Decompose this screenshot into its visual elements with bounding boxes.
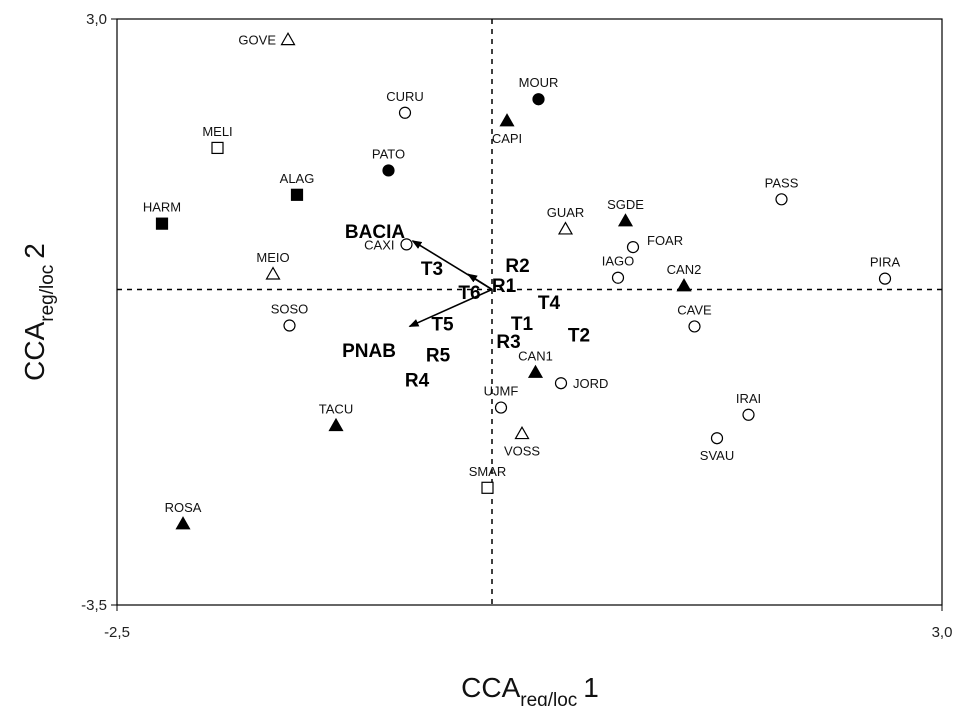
point-capi [499,113,515,127]
factor-label-t1: T1 [511,314,534,335]
site-label-irai: IRAI [736,391,761,406]
site-label-pass: PASS [765,175,799,190]
point-jord [554,377,568,390]
point-sgde [617,213,634,227]
site-points: GOVE CURU MOUR MELI CAPI PATO ALAG HARM PASS GUAR… [143,32,901,530]
site-label-sgde: SGDE [607,197,644,212]
point-meli [211,141,224,155]
site-label-foar: FOAR [647,233,683,248]
site-label-alag: ALAG [280,171,315,186]
point-mour [532,93,545,106]
site-label-pato: PATO [372,146,405,161]
point-rosa [175,516,191,530]
vector-arrow-pnab [408,288,493,328]
point-cave [688,320,701,333]
factor-label-r5: R5 [426,345,451,366]
factor-label-r4: R4 [405,371,430,392]
site-label-jord: JORD [573,376,608,391]
vector-arrows [408,240,493,328]
point-alag [290,188,304,201]
plot-frame [116,18,943,606]
factor-label-t4: T4 [538,293,561,314]
point-gove [280,32,296,46]
point-meio [265,266,281,280]
site-label-meli: MELI [202,124,232,139]
point-voss [514,425,530,440]
site-label-rosa: ROSA [165,500,202,515]
factor-label-t5: T5 [431,315,454,336]
point-can2 [676,278,692,292]
y-axis-title: CCAreg/loc2 [19,243,58,381]
site-label-voss: VOSS [504,444,540,459]
point-curu [398,106,412,119]
point-pass [775,193,788,206]
point-svau [710,432,724,445]
y-tick-label: 3,0 [86,11,107,28]
factor-label-bacia: BACIA [345,222,405,243]
factor-label-r1: R1 [492,276,517,297]
site-label-meio: MEIO [256,250,289,265]
point-iago [611,271,625,284]
factor-label-t6: T6 [458,283,480,304]
factor-label-t3: T3 [421,259,443,280]
site-label-can2: CAN2 [667,262,702,277]
site-label-curu: CURU [386,89,424,104]
y-tick-label: -3,5 [81,597,107,614]
site-label-caxi: CAXI [364,237,394,252]
site-label-smar: SMAR [469,464,507,479]
site-label-mour: MOUR [519,75,559,90]
x-tick-label: 3,0 [932,624,953,641]
factor-label-r3: R3 [496,332,520,353]
point-pira [878,272,892,285]
x-tick-label: -2,5 [104,624,130,641]
point-harm [155,217,169,230]
site-label-pira: PIRA [870,255,901,270]
factor-label-r2: R2 [505,256,529,277]
site-label-guar: GUAR [547,205,585,220]
point-irai [742,408,755,421]
point-foar [626,240,640,254]
site-label-iago: IAGO [602,254,635,269]
site-label-harm: HARM [143,200,181,215]
point-tacu [328,417,344,432]
point-can1 [527,364,544,378]
point-smar [481,481,494,494]
axis-ticks: -2,5 3,0 3,0 -3,5 [81,11,952,641]
factor-label-t2: T2 [568,326,590,347]
site-label-tacu: TACU [319,402,353,417]
point-pato [382,164,395,177]
site-label-cave: CAVE [677,302,712,317]
site-label-capi: CAPI [492,131,522,146]
vector-arrow-t6 [467,273,493,291]
site-label-gove: GOVE [238,33,276,48]
point-caxi [400,238,413,251]
site-label-svau: SVAU [700,448,734,463]
site-label-ujmf: UJMF [484,384,519,399]
point-soso [283,319,296,332]
factor-label-pnab: PNAB [342,341,396,362]
x-axis-title: CCAreg/loc 1 [461,672,599,706]
point-guar [557,221,574,235]
factor-labels: BACIA T3 R2 T6 R1 T4 T5 T1 T2 R3 PNAB R5 R4 [342,222,590,392]
point-ujmf [494,401,508,414]
site-label-can1: CAN1 [518,348,553,363]
site-label-soso: SOSO [271,302,309,317]
